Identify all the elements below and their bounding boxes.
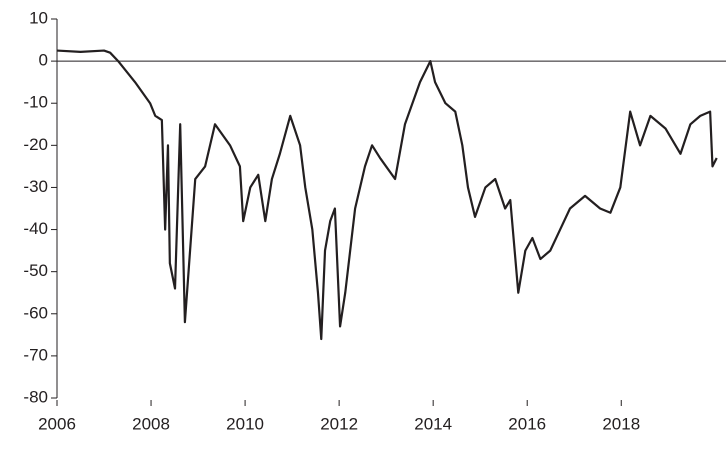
x-tick-label: 2014 [414, 414, 452, 433]
y-tick-label: -80 [23, 387, 48, 406]
x-tick-label: 2012 [320, 414, 358, 433]
y-tick-label: -60 [23, 303, 48, 322]
x-tick-label: 2018 [602, 414, 640, 433]
y-tick-label: -40 [23, 219, 48, 238]
y-tick-label: 10 [29, 8, 48, 27]
y-tick-label: -50 [23, 261, 48, 280]
y-tick-label: -10 [23, 93, 48, 112]
x-tick-label: 2006 [38, 414, 76, 433]
y-tick-label: -30 [23, 177, 48, 196]
x-tick-label: 2010 [226, 414, 264, 433]
data-line [56, 49, 718, 341]
x-tick-label: 2008 [132, 414, 170, 433]
y-tick-label: -20 [23, 135, 48, 154]
y-tick-label: 0 [39, 51, 48, 70]
x-tick-label: 2016 [508, 414, 546, 433]
y-tick-label: -70 [23, 345, 48, 364]
